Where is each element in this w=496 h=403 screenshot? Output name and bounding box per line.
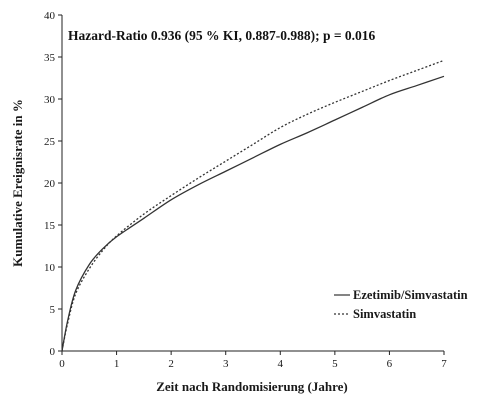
legend-label-ezetimib-simvastatin: Ezetimib/Simvastatin (353, 288, 468, 302)
y-axis-ticks: 0 5 10 15 20 25 30 35 40 (44, 10, 62, 358)
y-tick-label: 30 (44, 94, 56, 106)
y-axis-title: Kumulative Ereignisrate in % (10, 99, 25, 267)
legend-item-simvastatin: Simvastatin (334, 307, 416, 321)
x-axis-title: Zeit nach Randomisierung (Jahre) (156, 379, 348, 394)
y-tick-label: 25 (44, 136, 56, 148)
y-tick-label: 10 (44, 262, 56, 274)
x-axis-ticks: 0 1 2 3 4 5 6 7 (59, 351, 447, 370)
hazard-ratio-annotation: Hazard-Ratio 0.936 (95 % KI, 0.887-0.988… (68, 28, 376, 43)
legend-item-ezetimib-simvastatin: Ezetimib/Simvastatin (334, 288, 468, 302)
y-tick-label: 5 (50, 304, 56, 316)
x-tick-label: 5 (332, 358, 338, 370)
x-tick-label: 2 (168, 358, 174, 370)
y-tick-label: 15 (44, 220, 56, 232)
y-tick-label: 35 (44, 52, 56, 64)
x-tick-label: 6 (387, 358, 393, 370)
series-group (61, 59, 445, 352)
series-line-simvastatin (61, 59, 445, 352)
x-tick-label: 3 (223, 358, 229, 370)
x-tick-label: 7 (441, 358, 447, 370)
legend: Ezetimib/Simvastatin Simvastatin (334, 288, 468, 321)
series-line-ezetimib-simvastatin (61, 75, 445, 352)
y-tick-label: 40 (44, 10, 56, 22)
y-tick-label: 0 (50, 346, 56, 358)
x-tick-label: 0 (59, 358, 65, 370)
plot-area: 0 1 2 3 4 5 6 7 0 5 10 15 20 25 30 35 40 (44, 10, 447, 370)
y-tick-label: 20 (44, 178, 56, 190)
legend-label-simvastatin: Simvastatin (353, 307, 416, 321)
x-tick-label: 1 (114, 358, 120, 370)
x-tick-label: 4 (278, 358, 284, 370)
